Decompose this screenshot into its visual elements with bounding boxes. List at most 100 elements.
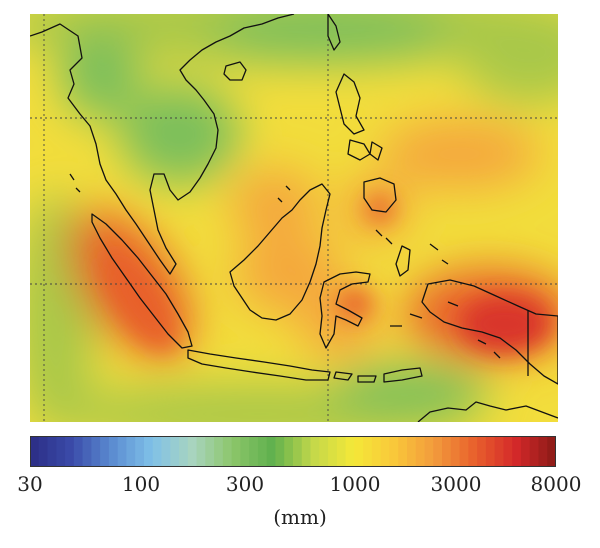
colorbar-tick-label: 100: [121, 472, 161, 496]
colorbar-unit-label: (mm): [273, 505, 327, 529]
coastlines: [30, 14, 558, 422]
colorbar-bin: [310, 436, 320, 467]
colorbar-bin: [477, 436, 487, 467]
coast-philippines-luzon: [335, 73, 365, 135]
colorbar-bin: [73, 436, 84, 467]
colorbar-bin: [56, 436, 66, 467]
colorbar-bin: [424, 436, 434, 467]
coast-australia: [417, 401, 558, 422]
colorbar-bin: [293, 436, 303, 467]
colorbar-bin: [249, 436, 259, 467]
colorbar-bin: [47, 436, 57, 467]
colorbar-bin: [143, 436, 154, 467]
colorbar-bin: [284, 436, 294, 467]
colorbar-bin: [135, 436, 145, 467]
colorbar-tick-label: 1000: [329, 472, 381, 496]
precipitation-map: [30, 14, 558, 422]
colorbar-bin: [398, 436, 408, 467]
max-sumatra-west-coast: [105, 257, 175, 351]
coast-new-guinea: [421, 279, 558, 385]
coast-taiwan: [327, 14, 341, 51]
moderate-zone-pacific: [380, 119, 540, 189]
colorbar-bin: [459, 436, 469, 467]
colorbar-bin: [319, 436, 329, 467]
coast-lesser-sunda: [333, 367, 423, 383]
colorbar-bin: [345, 436, 355, 467]
colorbar-tick-label: 8000: [530, 472, 582, 496]
colorbar-bin: [442, 436, 452, 467]
moderate-zone-scs: [230, 169, 320, 239]
colorbar-bin: [520, 436, 531, 467]
colorbar-bin: [494, 436, 504, 467]
colorbar-bin: [380, 436, 391, 467]
colorbar-bin: [485, 436, 496, 467]
coast-borneo: [229, 183, 331, 321]
colorbar-bin: [450, 436, 461, 467]
colorbar-bin: [503, 436, 513, 467]
green-zone-timor: [330, 364, 490, 414]
max-sulawesi-east: [337, 288, 373, 320]
colorbar-bin: [468, 436, 478, 467]
graticule: [30, 14, 558, 422]
colorbar-bin: [512, 436, 522, 467]
coast-philippines-visayas: [347, 139, 383, 161]
colorbar-bin: [196, 436, 206, 467]
colorbar-bin: [91, 436, 101, 467]
colorbar-tick-label: 300: [225, 472, 265, 496]
colorbar-bin: [161, 436, 171, 467]
coast-java: [187, 349, 331, 381]
colorbar-bin: [538, 436, 548, 467]
colorbar-bin: [371, 436, 382, 467]
green-zone-indochina: [120, 84, 240, 184]
colorbar-bin: [222, 436, 233, 467]
coast-sulawesi: [319, 271, 371, 349]
colorbar-bin: [30, 436, 40, 467]
colorbar-bin: [406, 436, 417, 467]
colorbar-bin: [205, 436, 215, 467]
colorbar-tick-label: 3000: [430, 472, 482, 496]
colorbar-bin: [100, 436, 110, 467]
colorbar-bin: [38, 436, 49, 467]
coast-mindanao: [363, 177, 397, 213]
colorbar-bin: [266, 436, 277, 467]
coast-sumatra: [91, 213, 193, 349]
colorbar-bin: [152, 436, 163, 467]
colorbar-bin: [117, 436, 128, 467]
colorbar-frame: [30, 436, 556, 467]
green-zone-luzon-north: [210, 14, 450, 62]
moderate-zone-borneo: [235, 234, 345, 314]
green-zone-northeast: [460, 14, 558, 104]
max-mindanao: [366, 195, 394, 223]
green-zone-burma: [60, 29, 140, 119]
colorbar-bin: [170, 436, 180, 467]
colorbar-bin: [214, 436, 224, 467]
max-new-guinea: [460, 296, 550, 352]
colorbar-bin: [415, 436, 426, 467]
colorbar-bin: [328, 436, 338, 467]
colorbar-bin: [275, 436, 285, 467]
colorbar-bin: [82, 436, 92, 467]
coast-halmahera: [395, 245, 411, 277]
colorbar-tick-label: 30: [17, 472, 43, 496]
colorbar-bin: [301, 436, 312, 467]
colorbar: [30, 436, 556, 467]
colorbar-bin: [547, 436, 556, 467]
colorbar-bin: [336, 436, 347, 467]
colorbar-bin: [240, 436, 250, 467]
colorbar-bin: [187, 436, 198, 467]
colorbar-bin: [108, 436, 119, 467]
colorbar-bin: [363, 436, 373, 467]
colorbar-bins: [30, 436, 556, 467]
colorbar-bin: [389, 436, 399, 467]
colorbar-bin: [65, 436, 75, 467]
coast-mainland-asia: [30, 14, 295, 275]
coast-hainan: [223, 61, 247, 81]
colorbar-bin: [529, 436, 540, 467]
coast-small-islands: [69, 173, 501, 359]
colorbar-bin: [126, 436, 136, 467]
rainfall-field: [30, 14, 558, 422]
colorbar-bin: [433, 436, 443, 467]
colorbar-bin: [231, 436, 241, 467]
colorbar-bin: [354, 436, 364, 467]
